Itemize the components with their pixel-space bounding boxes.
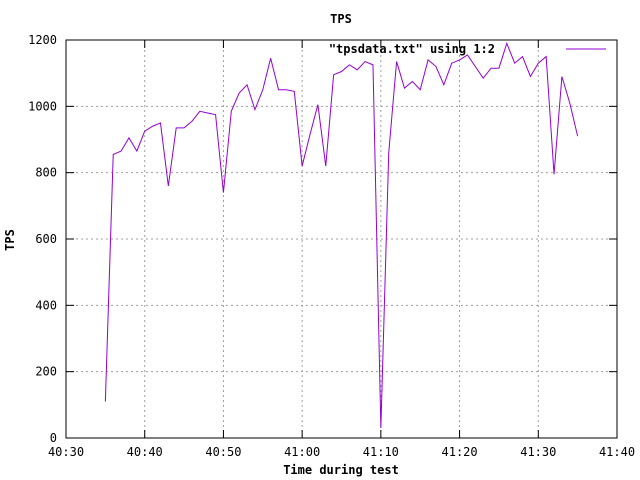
legend: "tpsdata.txt" using 1:2 bbox=[329, 42, 606, 56]
y-axis-label: TPS bbox=[3, 229, 17, 251]
y-tick-label: 200 bbox=[35, 365, 57, 379]
legend-label: "tpsdata.txt" using 1:2 bbox=[329, 42, 495, 56]
series-line bbox=[104, 41, 579, 429]
x-tick-label: 41:40 bbox=[599, 445, 635, 459]
y-tick-label: 0 bbox=[50, 431, 57, 445]
chart-title: TPS bbox=[330, 12, 352, 26]
x-tick-label: 41:00 bbox=[284, 445, 320, 459]
x-tick-label: 41:30 bbox=[520, 445, 556, 459]
y-tick-label: 800 bbox=[35, 166, 57, 180]
x-tick-label: 41:10 bbox=[363, 445, 399, 459]
x-tick-label: 40:30 bbox=[48, 445, 84, 459]
x-axis: 40:30 40:40 40:50 41:00 41:10 41:20 41:30 41:40 bbox=[48, 40, 635, 459]
y-tick-label: 400 bbox=[35, 298, 57, 312]
y-axis: 0 200 400 600 800 1000 1200 bbox=[28, 33, 617, 445]
x-tick-label: 41:20 bbox=[442, 445, 478, 459]
x-tick-label: 40:50 bbox=[205, 445, 241, 459]
y-tick-label: 1000 bbox=[28, 99, 57, 113]
y-tick-label: 1200 bbox=[28, 33, 57, 47]
x-tick-label: 40:40 bbox=[127, 445, 163, 459]
x-axis-label: Time during test bbox=[283, 463, 399, 477]
y-tick-label: 600 bbox=[35, 232, 57, 246]
series-group bbox=[104, 41, 579, 429]
grid-lines bbox=[66, 40, 617, 438]
